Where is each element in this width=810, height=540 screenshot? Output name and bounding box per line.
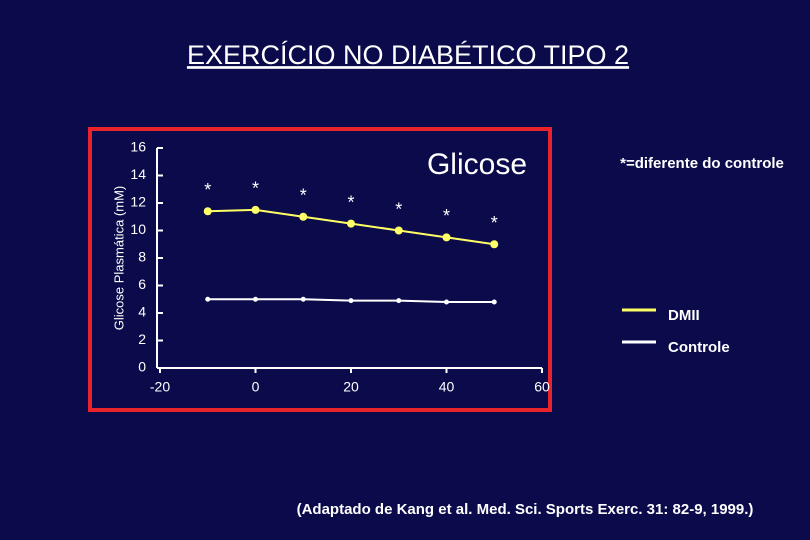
data-point — [442, 233, 451, 242]
data-point — [490, 240, 499, 249]
y-axis-label: Glicose Plasmática (mM) — [111, 186, 126, 330]
significance-label: * — [300, 186, 307, 206]
source-note: (Adaptado de Kang et al. Med. Sci. Sport… — [297, 501, 754, 518]
y-tick-label: 14 — [130, 166, 146, 182]
x-tick-label: 0 — [252, 379, 260, 395]
significance-label: * — [443, 206, 450, 226]
data-point — [348, 298, 354, 304]
x-tick-label: 40 — [439, 379, 455, 395]
data-point — [251, 205, 260, 214]
y-tick-label: 16 — [130, 139, 146, 155]
y-tick-label: 10 — [130, 221, 146, 237]
y-tick-label: 8 — [138, 249, 146, 265]
data-point — [394, 226, 403, 235]
data-point — [347, 219, 355, 228]
chart-subtitle: Glicose — [427, 148, 527, 181]
x-tick-label: -20 — [150, 379, 170, 395]
data-point — [299, 212, 308, 221]
y-tick-label: 6 — [138, 276, 146, 292]
significance-label: * — [347, 192, 354, 212]
data-point — [396, 298, 402, 304]
significance-label: * — [395, 199, 402, 219]
slide-title: EXERCÍCIO NO DIABÉTICO TIPO 2 — [187, 40, 629, 70]
y-tick-label: 4 — [138, 304, 146, 320]
data-point — [300, 296, 306, 302]
y-tick-label: 0 — [138, 359, 146, 375]
y-tick-label: 2 — [138, 331, 146, 347]
y-tick-label: 12 — [130, 194, 146, 210]
legend-label: DMII — [668, 307, 700, 324]
annotation: *=diferente do controle — [620, 155, 784, 172]
legend-label: Controle — [668, 339, 730, 356]
significance-label: * — [252, 179, 259, 199]
x-tick-label: 60 — [534, 379, 550, 395]
data-point — [203, 207, 212, 216]
data-point — [253, 296, 258, 302]
data-point — [444, 299, 449, 305]
significance-label: * — [491, 213, 498, 233]
data-point — [491, 299, 497, 305]
significance-label: * — [204, 180, 211, 200]
data-point — [205, 296, 211, 302]
chart-frame — [88, 127, 552, 412]
x-tick-label: 20 — [343, 379, 359, 395]
